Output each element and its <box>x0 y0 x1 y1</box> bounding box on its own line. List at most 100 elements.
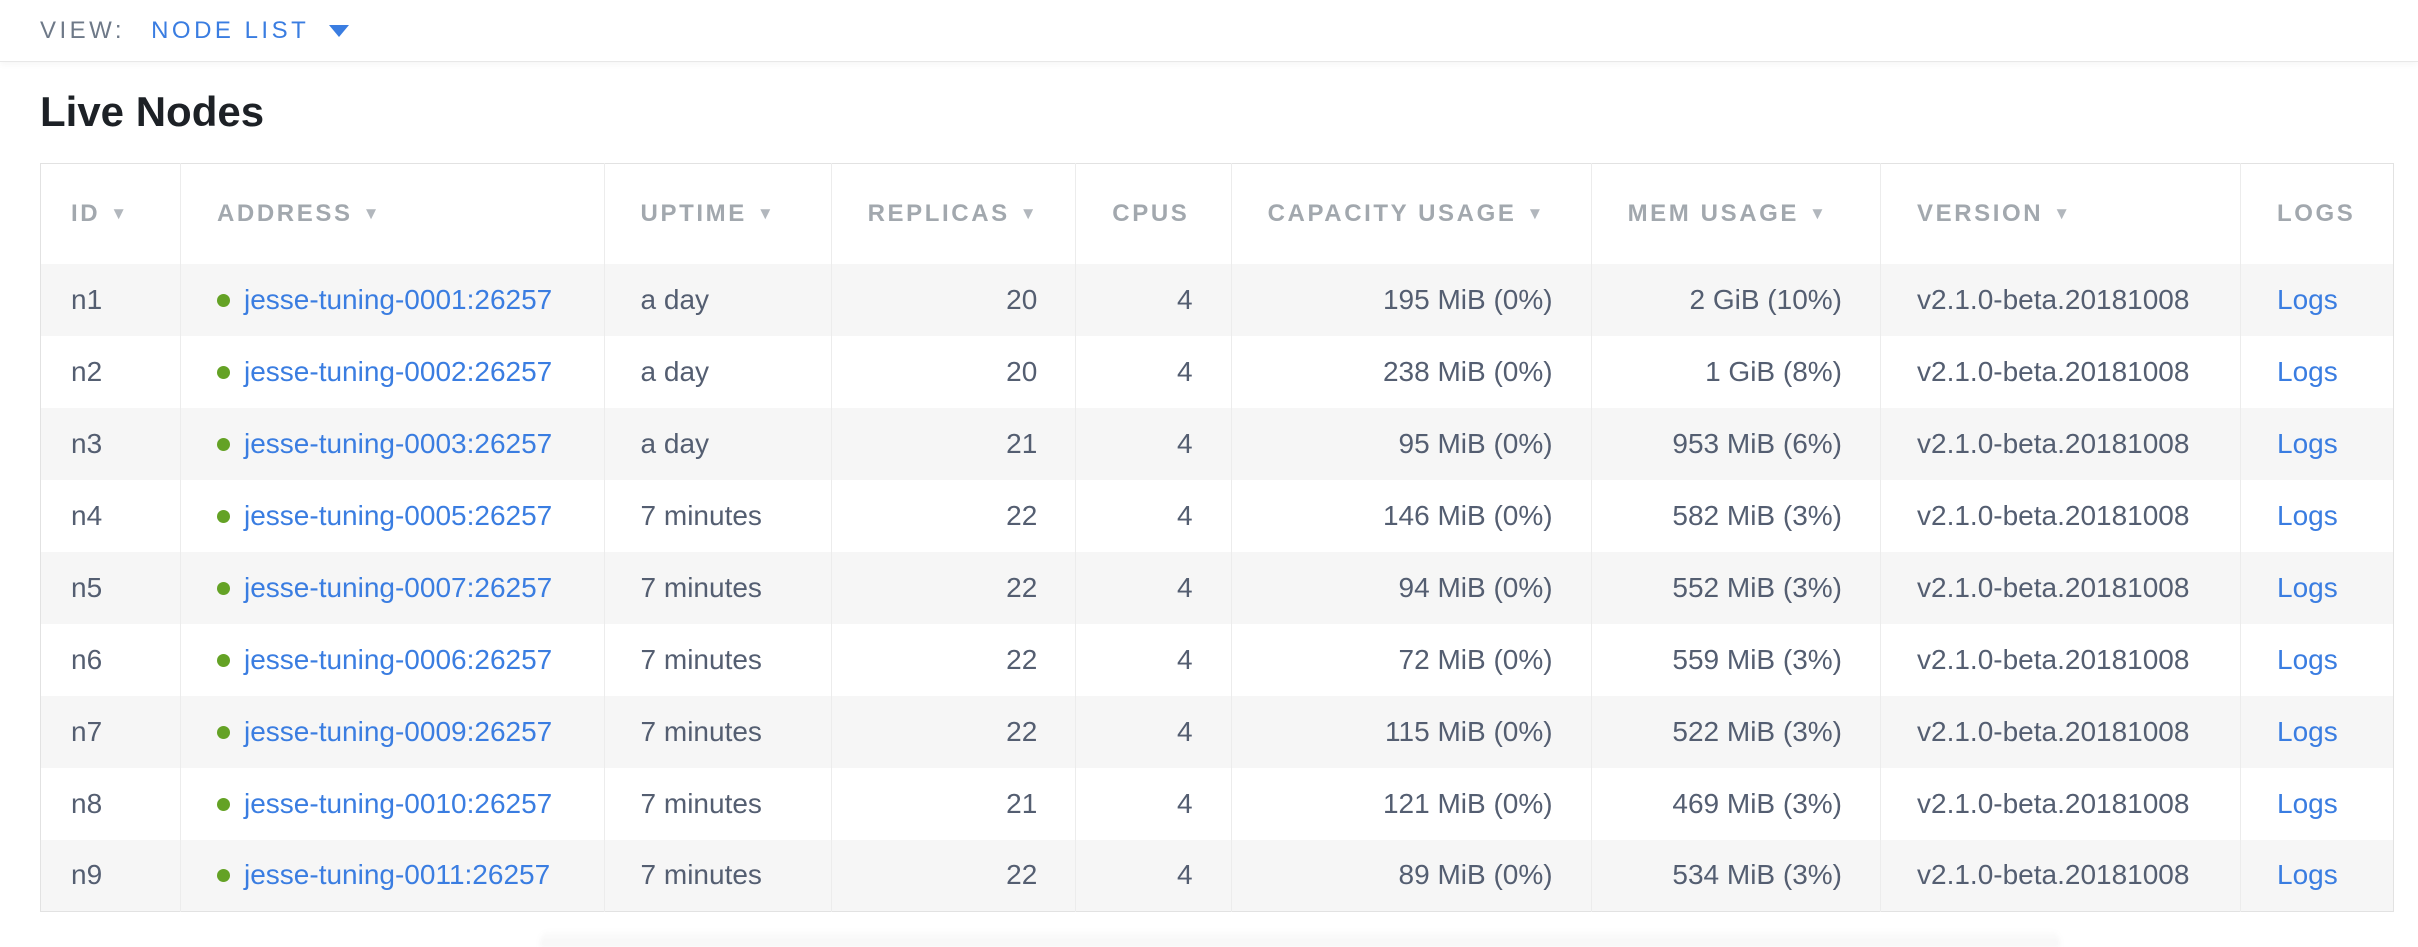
node-logs-link[interactable]: Logs <box>2277 427 2338 459</box>
live-status-icon <box>217 437 230 451</box>
node-logs-link[interactable]: Logs <box>2277 283 2338 315</box>
cell-cpus: 4 <box>1075 695 1232 768</box>
cell-address: jesse-tuning-0006:26257 <box>180 623 605 696</box>
column-header-version[interactable]: VERSION ▼ <box>1880 163 2241 264</box>
cell-logs: Logs <box>2240 479 2394 552</box>
column-label: MEM USAGE <box>1627 199 1800 227</box>
sort-desc-icon: ▼ <box>1019 203 1040 223</box>
caret-down-icon <box>329 24 350 37</box>
node-address-link[interactable]: jesse-tuning-0002:26257 <box>244 355 553 387</box>
table-header-row: ID ▼ ADDRESS ▼ UPTIME ▼ REPLICAS ▼ CPUS CAPACITY … <box>40 163 2394 264</box>
node-logs-link[interactable]: Logs <box>2277 355 2338 387</box>
node-logs-link[interactable]: Logs <box>2277 715 2338 747</box>
node-address-link[interactable]: jesse-tuning-0006:26257 <box>244 643 553 675</box>
cell-mem: 953 MiB (6%) <box>1590 407 1881 480</box>
column-header-address[interactable]: ADDRESS ▼ <box>180 163 605 264</box>
column-label: UPTIME <box>640 199 747 227</box>
cell-cpus: 4 <box>1075 767 1232 840</box>
cell-id: n1 <box>71 283 103 315</box>
cell-capacity: 121 MiB (0%) <box>1230 767 1592 840</box>
cell-id: n3 <box>71 427 103 459</box>
column-header-capacity[interactable]: CAPACITY USAGE ▼ <box>1230 163 1592 264</box>
live-status-icon <box>217 869 230 883</box>
live-status-icon <box>217 365 230 379</box>
cell-address: jesse-tuning-0002:26257 <box>180 335 605 408</box>
node-address-link[interactable]: jesse-tuning-0011:26257 <box>244 859 551 891</box>
node-row: n8 jesse-tuning-0010:26257 7 minutes 21 4 121… <box>40 767 2394 840</box>
node-logs-link[interactable]: Logs <box>2277 787 2338 819</box>
cell-version: v2.1.0-beta.20181008 <box>1880 695 2241 768</box>
node-logs-link[interactable]: Logs <box>2277 859 2338 891</box>
cell-uptime: 7 minutes <box>603 623 832 696</box>
cell-version: v2.1.0-beta.20181008 <box>1880 551 2241 624</box>
live-status-icon <box>217 581 230 595</box>
cell-address: jesse-tuning-0007:26257 <box>180 551 605 624</box>
sort-desc-icon: ▼ <box>362 203 382 223</box>
cell-version: v2.1.0-beta.20181008 <box>1880 623 2241 696</box>
cell-mem: 469 MiB (3%) <box>1590 767 1881 840</box>
cell-replicas: 22 <box>830 695 1076 768</box>
node-logs-link[interactable]: Logs <box>2277 643 2338 675</box>
sort-desc-icon: ▼ <box>756 203 777 223</box>
cell-uptime: 7 minutes <box>603 551 832 624</box>
live-status-icon <box>217 797 230 811</box>
cell-id: n6 <box>71 643 103 675</box>
cell-logs: Logs <box>2240 839 2394 912</box>
column-header-id[interactable]: ID ▼ <box>40 163 181 264</box>
live-nodes-table: ID ▼ ADDRESS ▼ UPTIME ▼ REPLICAS ▼ CPUS CAPACITY … <box>40 163 2394 912</box>
cell-cpus: 4 <box>1075 551 1232 624</box>
column-label: ADDRESS <box>217 199 353 227</box>
cell-capacity: 238 MiB (0%) <box>1230 335 1592 408</box>
column-header-cpus: CPUS <box>1075 163 1232 264</box>
view-selector-dropdown[interactable]: NODE LIST <box>151 17 350 45</box>
live-status-icon <box>217 653 230 667</box>
cell-mem: 559 MiB (3%) <box>1590 623 1881 696</box>
node-row: n7 jesse-tuning-0009:26257 7 minutes 22 4 115… <box>40 695 2394 768</box>
cell-version: v2.1.0-beta.20181008 <box>1880 335 2241 408</box>
node-row: n3 jesse-tuning-0003:26257 a day 21 4 95 MiB … <box>40 407 2394 480</box>
cell-address: jesse-tuning-0003:26257 <box>180 407 605 480</box>
cell-capacity: 195 MiB (0%) <box>1230 263 1592 336</box>
column-label: ID <box>71 199 101 227</box>
node-address-link[interactable]: jesse-tuning-0009:26257 <box>244 715 553 747</box>
cell-mem: 1 GiB (8%) <box>1590 335 1881 408</box>
view-bar: VIEW: NODE LIST <box>0 0 2418 62</box>
column-header-uptime[interactable]: UPTIME ▼ <box>603 163 832 264</box>
cell-logs: Logs <box>2240 767 2394 840</box>
node-logs-link[interactable]: Logs <box>2277 499 2338 531</box>
live-status-icon <box>217 725 230 739</box>
cell-id: n5 <box>71 571 103 603</box>
cell-version: v2.1.0-beta.20181008 <box>1880 767 2241 840</box>
node-row: n4 jesse-tuning-0005:26257 7 minutes 22 4 146… <box>40 479 2394 552</box>
cell-logs: Logs <box>2240 623 2394 696</box>
node-address-link[interactable]: jesse-tuning-0003:26257 <box>244 427 553 459</box>
column-header-mem[interactable]: MEM USAGE ▼ <box>1590 163 1881 264</box>
node-logs-link[interactable]: Logs <box>2277 571 2338 603</box>
next-card-top-shadow <box>540 931 2060 947</box>
cell-id: n2 <box>71 355 103 387</box>
cell-logs: Logs <box>2240 335 2394 408</box>
cell-replicas: 22 <box>830 551 1076 624</box>
cell-capacity: 94 MiB (0%) <box>1230 551 1592 624</box>
cell-address: jesse-tuning-0001:26257 <box>180 263 605 336</box>
cell-uptime: a day <box>603 407 832 480</box>
node-address-link[interactable]: jesse-tuning-0001:26257 <box>244 283 553 315</box>
column-label: CPUS <box>1112 199 1190 227</box>
cell-version: v2.1.0-beta.20181008 <box>1880 263 2241 336</box>
node-address-link[interactable]: jesse-tuning-0007:26257 <box>244 571 553 603</box>
node-address-link[interactable]: jesse-tuning-0005:26257 <box>244 499 553 531</box>
cell-logs: Logs <box>2240 551 2394 624</box>
cell-address: jesse-tuning-0009:26257 <box>180 695 605 768</box>
cell-uptime: 7 minutes <box>603 839 832 912</box>
cell-cpus: 4 <box>1075 263 1232 336</box>
cell-replicas: 22 <box>830 839 1076 912</box>
column-label: REPLICAS <box>867 199 1010 227</box>
cell-uptime: a day <box>603 335 832 408</box>
column-label: VERSION <box>1917 199 2044 227</box>
node-address-link[interactable]: jesse-tuning-0010:26257 <box>244 787 553 819</box>
live-status-icon <box>217 293 230 307</box>
cell-replicas: 21 <box>830 407 1076 480</box>
cell-id: n8 <box>71 787 103 819</box>
node-row: n5 jesse-tuning-0007:26257 7 minutes 22 4 94 … <box>40 551 2394 624</box>
column-header-replicas[interactable]: REPLICAS ▼ <box>830 163 1076 264</box>
